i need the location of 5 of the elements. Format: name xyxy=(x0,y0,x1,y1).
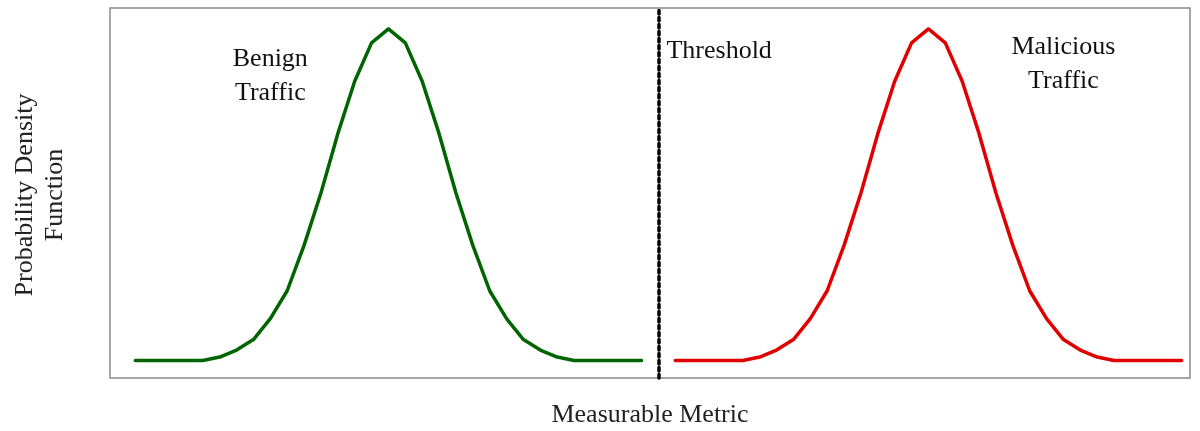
x-axis-title: Measurable Metric xyxy=(551,398,749,428)
text: Threshold xyxy=(666,34,772,64)
series-label: Benign Traffic xyxy=(232,42,308,106)
series-label: Malicious Traffic xyxy=(1011,30,1116,94)
y-axis-title: Probability Density Function xyxy=(8,93,68,297)
